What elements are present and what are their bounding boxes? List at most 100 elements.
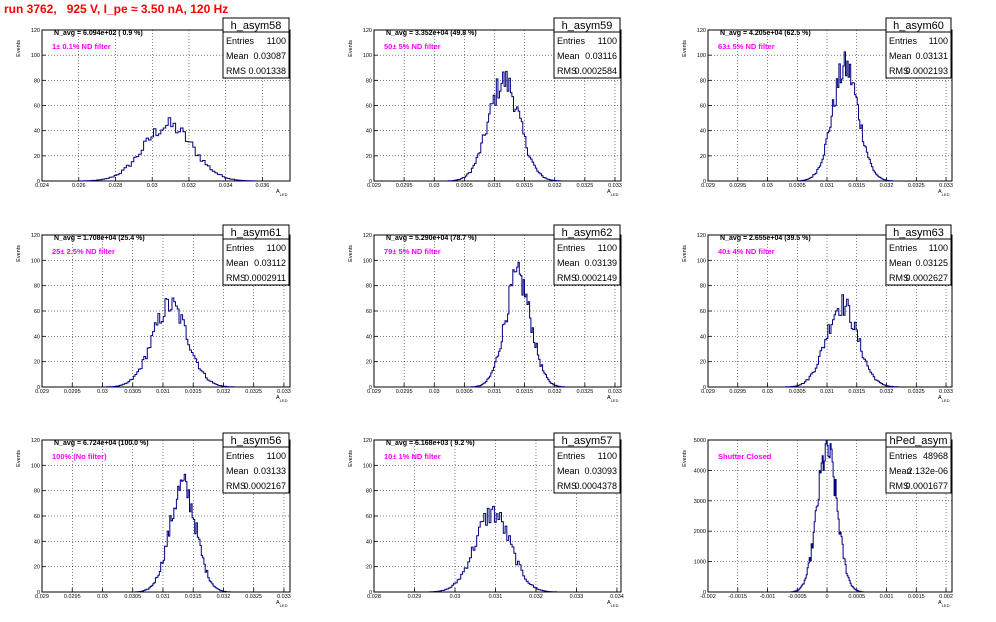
stats-box bbox=[553, 224, 621, 286]
stats-box bbox=[553, 432, 621, 494]
navg-label: N_avg = 6.724e+04 (100.0 %) bbox=[54, 440, 149, 447]
x-axis-title: ALED bbox=[276, 189, 288, 197]
stats-mean-value: 2.132e-06 bbox=[907, 466, 948, 476]
x-tick-label: 0.0325 bbox=[576, 389, 593, 395]
y-axis-title: Events bbox=[682, 245, 688, 262]
stats-rms-label: RMS bbox=[226, 481, 246, 491]
x-tick-label: 0.033 bbox=[939, 183, 953, 189]
filter-annotation: 79± 5% ND filter bbox=[384, 247, 441, 256]
x-axis-title: ALED bbox=[276, 395, 288, 403]
x-tick-label: 0.0295 bbox=[64, 389, 81, 395]
stats-entries-label: Entries bbox=[557, 36, 586, 46]
filter-annotation: 40± 4% ND filter bbox=[718, 247, 775, 256]
y-tick-label: 60 bbox=[366, 514, 372, 520]
y-tick-label: 60 bbox=[34, 104, 40, 110]
y-tick-label: 40 bbox=[34, 539, 40, 545]
x-tick-label: 0.024 bbox=[35, 183, 49, 189]
y-tick-label: 20 bbox=[366, 154, 372, 160]
x-tick-label: 0.0315 bbox=[848, 389, 865, 395]
y-tick-label: 100 bbox=[31, 53, 40, 59]
y-axis-title: Events bbox=[16, 40, 22, 57]
histogram-panel-h_asym63: 0.029 0.0295 0.03 0.0305 0.031 0.0315 0.032 0.0… bbox=[682, 224, 953, 403]
y-tick-label: 80 bbox=[34, 284, 40, 290]
y-tick-label: 40 bbox=[34, 334, 40, 340]
x-tick-label: 0.031 bbox=[488, 389, 502, 395]
y-tick-label: 20 bbox=[366, 360, 372, 366]
histogram-series bbox=[790, 439, 864, 593]
y-tick-label: 60 bbox=[700, 309, 706, 315]
stats-rms-label: RMS bbox=[889, 273, 909, 283]
x-tick-label: 0.03 bbox=[450, 594, 461, 600]
stats-box bbox=[553, 17, 621, 79]
page-title: run 3762, 925 V, I_pe ≈ 3.50 nA, 120 Hz bbox=[4, 2, 229, 16]
stats-rms-value: 0.0002911 bbox=[244, 273, 286, 283]
histogram-series bbox=[785, 294, 899, 388]
x-tick-label: 0.034 bbox=[610, 594, 624, 600]
stats-rms-value: 0.001338 bbox=[248, 66, 286, 76]
y-tick-label: 120 bbox=[697, 233, 706, 239]
y-tick-label: 5000 bbox=[694, 438, 706, 444]
x-tick-label: 0.026 bbox=[72, 183, 86, 189]
x-tick-label: 0.0325 bbox=[245, 389, 262, 395]
y-tick-label: 120 bbox=[363, 233, 372, 239]
x-tick-label: 0.029 bbox=[701, 183, 715, 189]
y-tick-label: 80 bbox=[700, 284, 706, 290]
x-tick-label: 0.032 bbox=[217, 594, 231, 600]
x-tick-label: 0.032 bbox=[217, 389, 231, 395]
y-tick-label: 100 bbox=[363, 53, 372, 59]
x-tick-label: 0.0305 bbox=[789, 389, 806, 395]
stats-mean-value: 0.03093 bbox=[584, 466, 617, 476]
y-axis-title: Events bbox=[16, 450, 22, 467]
y-tick-label: 100 bbox=[31, 463, 40, 469]
x-tick-label: 0.0295 bbox=[396, 183, 413, 189]
x-tick-label: 0.0315 bbox=[516, 389, 533, 395]
x-tick-label: 0.029 bbox=[408, 594, 422, 600]
x-tick-label: 0.033 bbox=[277, 389, 291, 395]
stats-mean-label: Mean bbox=[557, 466, 580, 476]
x-tick-label: 0.029 bbox=[35, 389, 49, 395]
stats-entries-label: Entries bbox=[557, 451, 586, 461]
y-axis-title: Events bbox=[682, 40, 688, 57]
histogram-series bbox=[470, 261, 566, 388]
x-tick-label: 0.0315 bbox=[516, 183, 533, 189]
histogram-series bbox=[428, 505, 557, 593]
x-tick-label: 0.0305 bbox=[456, 389, 473, 395]
stats-entries-label: Entries bbox=[889, 451, 918, 461]
y-tick-label: 60 bbox=[366, 309, 372, 315]
y-tick-label: 20 bbox=[366, 565, 372, 571]
y-tick-label: 40 bbox=[700, 334, 706, 340]
stats-mean-value: 0.03133 bbox=[253, 466, 286, 476]
x-tick-label: 0.03 bbox=[97, 389, 108, 395]
x-tick-label: 0.0295 bbox=[396, 389, 413, 395]
stats-entries-label: Entries bbox=[889, 36, 918, 46]
x-tick-label: 0.0305 bbox=[789, 183, 806, 189]
x-tick-label: 0.03 bbox=[147, 183, 158, 189]
histogram-panel-h_asym61: 0.029 0.0295 0.03 0.0305 0.031 0.0315 0.032 0.0… bbox=[16, 224, 291, 403]
stats-mean-label: Mean bbox=[889, 51, 912, 61]
stats-entries-label: Entries bbox=[889, 243, 918, 253]
y-tick-label: 80 bbox=[366, 284, 372, 290]
y-tick-label: 0 bbox=[703, 590, 706, 596]
x-tick-label: 0.001 bbox=[880, 594, 894, 600]
filter-annotation: 10± 1% ND filter bbox=[384, 452, 441, 461]
y-tick-label: 100 bbox=[31, 258, 40, 264]
stats-rms-value: 0.0002167 bbox=[243, 481, 286, 491]
stats-rms-value: 0.0001677 bbox=[905, 481, 948, 491]
histogram-name: h_asym56 bbox=[231, 435, 282, 447]
histogram-name: h_asym63 bbox=[893, 227, 944, 239]
x-tick-label: 0.031 bbox=[156, 389, 170, 395]
y-tick-label: 0 bbox=[369, 179, 372, 185]
y-tick-label: 4000 bbox=[694, 468, 706, 474]
stats-rms-label: RMS bbox=[226, 66, 246, 76]
y-tick-label: 40 bbox=[366, 334, 372, 340]
stats-mean-value: 0.03112 bbox=[254, 258, 286, 268]
stats-entries-label: Entries bbox=[226, 451, 255, 461]
y-tick-label: 80 bbox=[366, 489, 372, 495]
x-tick-label: 0.0325 bbox=[245, 594, 262, 600]
stats-entries-value: 48968 bbox=[923, 451, 948, 461]
y-axis-title: Events bbox=[348, 245, 354, 262]
histogram-series bbox=[106, 297, 235, 388]
stats-mean-value: 0.03131 bbox=[915, 51, 948, 61]
x-tick-label: 0.033 bbox=[608, 183, 622, 189]
histogram-panel-h_asym60: 0.029 0.0295 0.03 0.0305 0.031 0.0315 0.032 0.0… bbox=[682, 17, 953, 197]
